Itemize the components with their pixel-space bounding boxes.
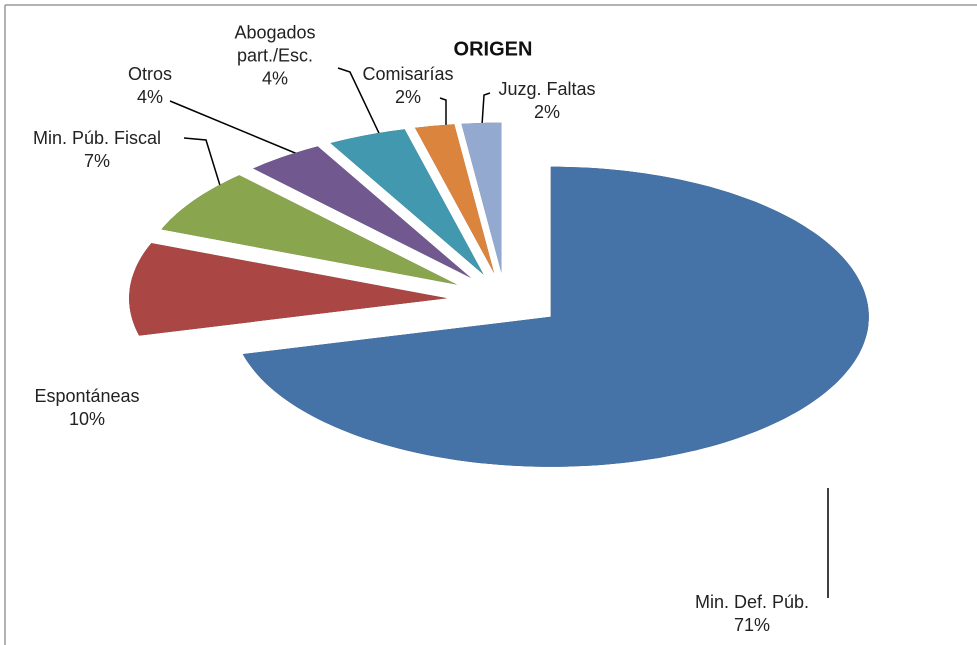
value-label: 10% <box>68 409 106 429</box>
slice-label: Espontáneas 10% <box>2 385 172 431</box>
slice <box>242 166 869 467</box>
slice-label: Comisarías 2% <box>348 63 468 109</box>
value-label: 2% <box>533 102 560 122</box>
slice-label: Otros 4% <box>110 63 190 109</box>
slice-label: Min. Def. Púb. 71% <box>652 591 852 637</box>
slice <box>253 146 471 278</box>
value-label: 4% <box>261 68 288 89</box>
slice <box>129 243 448 336</box>
value-label: 4% <box>136 87 163 107</box>
category-label: Comisarías <box>362 64 454 84</box>
slice-label: Abogados part./Esc. 4% <box>205 22 345 91</box>
value-label: 71% <box>733 615 771 635</box>
category-label: Otros <box>127 64 172 84</box>
slice <box>161 175 457 285</box>
slice <box>330 129 484 275</box>
value-label: 2% <box>394 87 421 107</box>
category-label: Juzg. Faltas <box>498 79 596 99</box>
slice-label: Min. Púb. Fiscal 7% <box>2 127 192 173</box>
slice <box>461 122 502 273</box>
category-label: Min. Def. Púb. <box>694 592 810 612</box>
leader-line <box>169 100 313 161</box>
slice <box>415 124 495 274</box>
category-label: Abogados part./Esc. <box>234 22 316 66</box>
leader-line <box>337 67 387 149</box>
leader-lines <box>169 67 829 598</box>
chart-title: ORIGEN <box>453 38 533 61</box>
category-label: Min. Púb. Fiscal <box>32 128 162 148</box>
leader-line <box>183 137 223 193</box>
value-label: 7% <box>83 151 110 171</box>
category-label: Espontáneas <box>34 386 140 406</box>
slice-label: Juzg. Faltas 2% <box>482 78 612 124</box>
